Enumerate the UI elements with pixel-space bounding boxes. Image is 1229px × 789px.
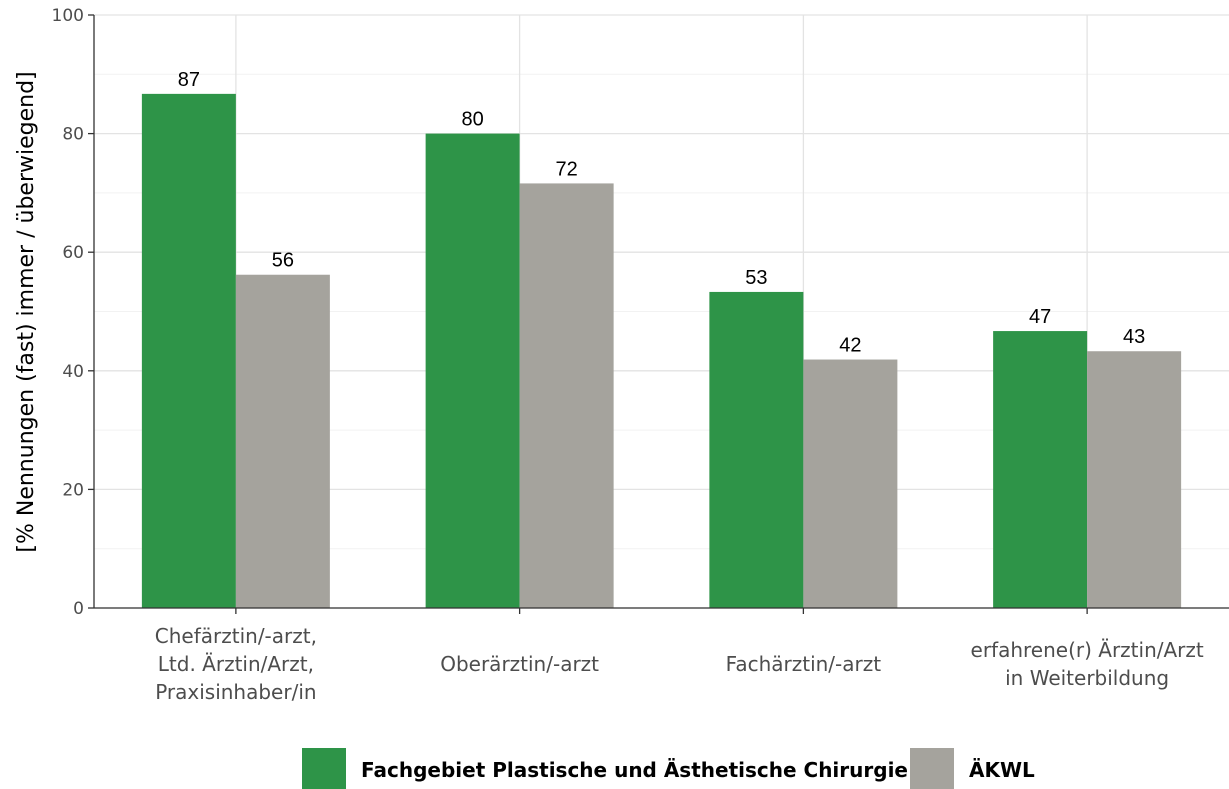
y-tick-label: 60	[62, 243, 84, 263]
legend-label: Fachgebiet Plastische und Ästhetische Ch…	[361, 758, 908, 782]
x-tick-label: Chefärztin/-arzt, Ltd. Ärztin/Arzt, Praxis…	[155, 624, 317, 704]
data-label: 53	[745, 267, 767, 289]
data-label: 80	[462, 109, 484, 131]
data-label: 56	[272, 250, 294, 272]
x-tick-label: Oberärztin/-arzt	[440, 652, 599, 676]
y-axis-title: [% Nennungen (fast) immer / überwiegend]	[14, 71, 39, 552]
x-tick-label-line: Praxisinhaber/in	[155, 680, 316, 704]
y-tick-label: 20	[62, 480, 84, 500]
data-label: 47	[1029, 306, 1051, 328]
bar	[1087, 351, 1182, 608]
bar	[425, 133, 520, 608]
x-tick-label-line: erfahrene(r) Ärztin/Arzt	[971, 638, 1204, 662]
data-label: 72	[556, 158, 578, 180]
axes	[88, 14, 1229, 614]
x-tick-label-line: Ltd. Ärztin/Arzt,	[158, 652, 314, 676]
bar	[141, 93, 236, 608]
x-tick-label-line: Chefärztin/-arzt,	[155, 624, 317, 648]
legend: Fachgebiet Plastische und Ästhetische Ch…	[302, 748, 1035, 789]
labels: 87 80 53 47 56 72 42 43 0 20 40 60 80 100 Chefärztin/-…	[52, 6, 1204, 704]
y-tick-label: 40	[62, 362, 84, 382]
data-label: 42	[839, 335, 861, 357]
x-tick-label-line: Oberärztin/-arzt	[440, 652, 599, 676]
y-tick-label: 80	[62, 125, 84, 145]
legend-swatch	[910, 748, 954, 789]
x-tick-label: Fachärztin/-arzt	[726, 652, 882, 676]
y-tick-label: 100	[52, 6, 84, 26]
x-tick-label: erfahrene(r) Ärztin/Arzt in Weiterbildung	[971, 638, 1204, 690]
legend-swatch	[302, 748, 346, 789]
bar	[709, 291, 804, 608]
data-label: 43	[1123, 326, 1145, 348]
x-tick-label-line: in Weiterbildung	[1005, 666, 1169, 690]
legend-label: ÄKWL	[969, 758, 1035, 782]
data-label: 87	[178, 69, 200, 91]
bar	[993, 331, 1088, 608]
bar	[803, 359, 898, 608]
x-tick-label-line: Fachärztin/-arzt	[726, 652, 882, 676]
y-tick-label: 0	[73, 599, 84, 619]
bar	[235, 274, 330, 608]
bar	[519, 183, 614, 609]
bars	[141, 93, 1182, 609]
